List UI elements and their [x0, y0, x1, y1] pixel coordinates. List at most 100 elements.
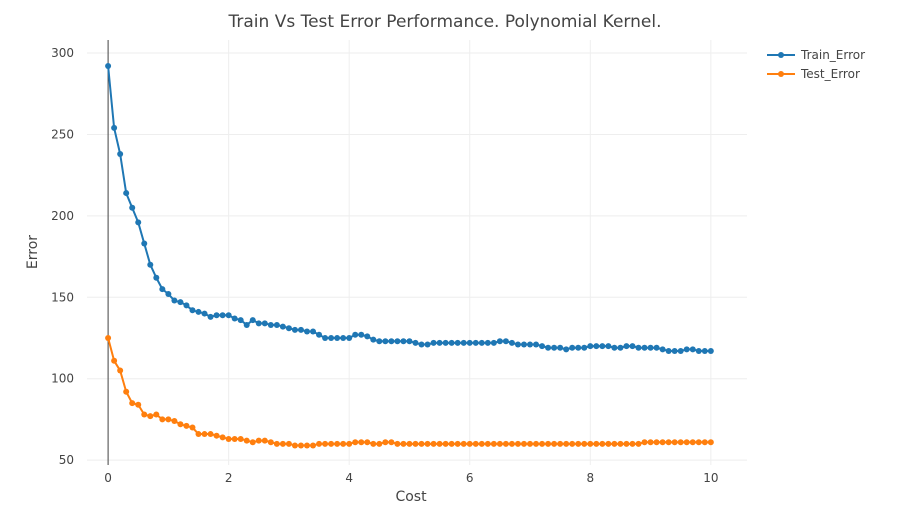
data-point	[141, 240, 148, 247]
series-line	[107, 65, 711, 353]
data-point	[346, 440, 353, 447]
legend-item[interactable]: Test_Error	[767, 67, 860, 81]
data-point	[117, 367, 124, 374]
data-point	[551, 344, 558, 351]
data-point	[219, 434, 226, 441]
series-test-error	[105, 334, 714, 449]
data-point	[502, 440, 509, 447]
data-point	[358, 439, 365, 446]
data-point	[551, 440, 558, 447]
data-point	[195, 431, 202, 438]
legend-marker	[778, 52, 784, 58]
data-point	[117, 150, 124, 157]
data-point	[346, 334, 353, 341]
data-point	[484, 339, 491, 346]
data-point	[563, 440, 570, 447]
data-point	[255, 437, 262, 444]
data-point	[406, 338, 413, 345]
data-point	[418, 440, 425, 447]
data-point	[647, 439, 654, 446]
data-point	[448, 440, 455, 447]
series-line	[107, 337, 711, 447]
data-point	[129, 400, 136, 407]
y-tick-label: 200	[51, 209, 74, 223]
data-point	[201, 431, 208, 438]
legend-marker	[778, 71, 784, 77]
data-point	[659, 439, 666, 446]
data-point	[105, 334, 112, 341]
y-tick-label: 150	[51, 290, 74, 304]
data-point	[171, 297, 178, 304]
data-point	[533, 341, 540, 348]
data-point	[334, 334, 341, 341]
data-point	[273, 440, 280, 447]
data-point	[581, 440, 588, 447]
data-point	[659, 346, 666, 353]
data-point	[207, 431, 214, 438]
data-point	[328, 334, 335, 341]
data-point	[129, 204, 136, 211]
data-point	[291, 442, 298, 449]
data-point	[665, 439, 672, 446]
data-point	[671, 439, 678, 446]
data-point	[316, 331, 323, 338]
data-point	[310, 442, 317, 449]
data-point	[243, 321, 250, 328]
data-point	[322, 440, 329, 447]
data-point	[545, 344, 552, 351]
data-point	[593, 440, 600, 447]
data-point	[111, 357, 118, 364]
data-point	[563, 346, 570, 353]
data-point	[279, 323, 286, 330]
data-point	[617, 344, 624, 351]
y-axis-ticks: 50 100 150 200 250 300	[51, 46, 74, 467]
data-point	[316, 440, 323, 447]
series-train-error	[105, 63, 714, 355]
data-point	[496, 440, 503, 447]
data-point	[677, 439, 684, 446]
data-point	[183, 422, 190, 429]
x-tick-label: 2	[225, 471, 233, 485]
data-point	[442, 440, 449, 447]
data-point	[147, 413, 154, 420]
data-point	[430, 339, 437, 346]
data-point	[472, 440, 479, 447]
data-point	[279, 440, 286, 447]
data-point	[653, 344, 660, 351]
data-point	[466, 339, 473, 346]
data-point	[653, 439, 660, 446]
data-point	[701, 348, 708, 355]
data-point	[683, 346, 690, 353]
data-point	[195, 308, 202, 315]
x-tick-label: 6	[466, 471, 474, 485]
data-point	[665, 348, 672, 355]
data-point	[569, 344, 576, 351]
data-point	[111, 124, 118, 131]
data-point	[165, 291, 172, 298]
data-point	[255, 320, 262, 327]
data-point	[569, 440, 576, 447]
data-point	[382, 439, 389, 446]
data-point	[189, 307, 196, 314]
legend[interactable]: Train_Error Test_Error	[767, 48, 865, 81]
data-point	[159, 286, 166, 293]
chart-title: Train Vs Test Error Performance. Polynom…	[228, 12, 662, 32]
data-point	[593, 343, 600, 350]
data-point	[454, 440, 461, 447]
data-point	[502, 338, 509, 345]
data-point	[382, 338, 389, 345]
data-point	[285, 440, 292, 447]
data-point	[647, 344, 654, 351]
data-point	[388, 439, 395, 446]
x-axis-ticks: 0 2 4 6 8 10	[104, 471, 718, 485]
data-point	[472, 339, 479, 346]
legend-item[interactable]: Train_Error	[767, 48, 865, 62]
data-point	[153, 274, 160, 281]
data-point	[261, 320, 268, 327]
data-point	[689, 346, 696, 353]
data-point	[641, 439, 648, 446]
x-tick-label: 10	[703, 471, 718, 485]
grid	[87, 40, 747, 465]
data-point	[159, 416, 166, 423]
data-point	[213, 432, 220, 439]
